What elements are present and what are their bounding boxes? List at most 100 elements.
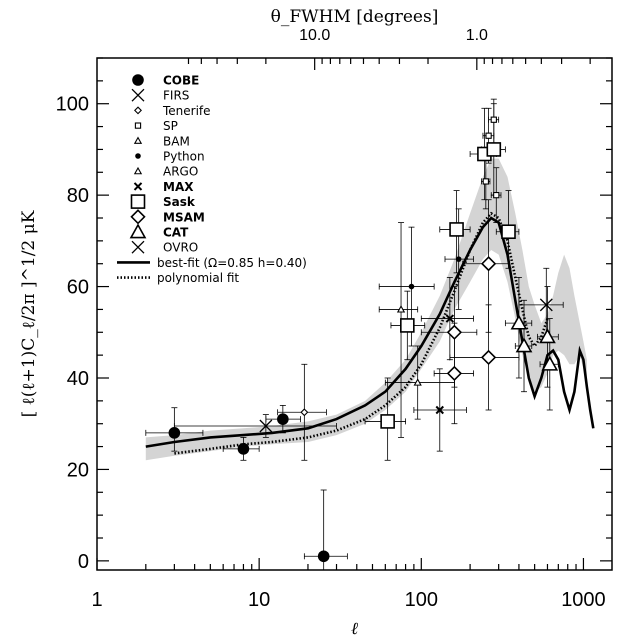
x-tick-label: 1000 [561, 589, 606, 611]
marker-shape [501, 224, 516, 240]
y-axis-title: [ ℓ(ℓ+1)C_ℓ/2π ]^1/2 μK [19, 210, 39, 417]
legend-label-ovro: OVRO [163, 241, 198, 255]
cobe-point-1 [237, 443, 250, 455]
marker-shape [455, 256, 462, 262]
marker-shape [408, 283, 415, 290]
bam-point-0 [396, 305, 406, 313]
marker-stroke [259, 419, 273, 433]
cobe-point-3 [317, 550, 330, 563]
band-area [145, 158, 587, 461]
sask-point-2 [449, 222, 464, 237]
legend-label-bam: BAM [163, 134, 190, 148]
y-tick-label: 20 [67, 459, 89, 481]
cat-point-2 [539, 328, 556, 344]
marker-shape [449, 222, 464, 237]
legend-marker-cobe [132, 74, 144, 86]
marker-shape [480, 256, 497, 272]
marker-shape [515, 337, 533, 353]
marker-shape [129, 223, 147, 239]
marker-shape [413, 378, 422, 386]
python-point-1 [455, 256, 462, 262]
legend-label-firs: FIRS [163, 89, 189, 103]
marker-shape [168, 427, 181, 439]
top-tick-label: 1.0 [466, 27, 488, 44]
legend-label-msam: MSAM [163, 210, 205, 224]
legend-label-python: Python [163, 150, 205, 164]
y-tick-label: 60 [67, 277, 89, 299]
marker-shape [480, 349, 497, 366]
sp-point-2 [482, 178, 489, 185]
sp-point-3 [493, 191, 500, 199]
marker-shape [400, 318, 415, 333]
legend-label-max: MAX [163, 180, 194, 194]
cat-point-0 [510, 314, 528, 330]
legend-marker-sask [130, 194, 146, 209]
marker-shape [541, 355, 559, 371]
plot-area [96, 57, 613, 571]
marker-shape [486, 142, 502, 157]
sask-point-0 [380, 414, 395, 429]
top-axis-title: θ_FWHM [degrees] [271, 7, 439, 27]
argo-point-0 [413, 378, 422, 386]
sp-point-1 [490, 116, 497, 123]
marker-stroke [445, 314, 455, 323]
legend-marker-msam [130, 209, 146, 225]
marker-shape [485, 132, 492, 139]
legend-marker-bam [133, 136, 143, 144]
marker-stroke [539, 298, 553, 312]
legend-marker-firs [131, 88, 145, 102]
max-point-0 [435, 405, 444, 415]
y-tick-label: 100 [56, 94, 89, 116]
marker-shape [446, 365, 463, 382]
x-axis-title: ℓ [351, 619, 358, 639]
marker-shape [493, 191, 500, 199]
marker-shape [134, 106, 142, 115]
top-tick-label: 10.0 [299, 27, 330, 44]
legend-marker-max [133, 182, 143, 191]
legend-label-cobe: COBE [163, 74, 199, 88]
marker-stroke [131, 88, 145, 102]
firs-point-0 [259, 419, 273, 433]
marker-shape [510, 314, 528, 330]
x-tick-label: 1 [91, 589, 102, 611]
data-markers [168, 116, 559, 563]
ovro-point-0 [539, 298, 553, 312]
x-tick-label: 100 [405, 589, 438, 611]
y-tick-label: 0 [78, 551, 89, 573]
legend-label-sask: Sask [163, 195, 196, 209]
legend-marker-ovro [131, 240, 145, 254]
marker-shape [135, 153, 141, 159]
legend-marker-sp [134, 122, 142, 129]
marker-shape [317, 550, 330, 563]
y-tick-label: 80 [67, 185, 89, 207]
sask-point-5 [501, 224, 516, 240]
legend-label-tenerife: Tenerife [162, 104, 211, 118]
marker-stroke [131, 240, 145, 254]
legend-marker-argo [133, 166, 143, 175]
marker-shape [380, 414, 395, 429]
marker-shape [134, 122, 142, 129]
legend-label-best-fit: best-fit (Ω=0.85 h=0.40) [157, 256, 307, 270]
marker-shape [396, 305, 406, 313]
cat-point-1 [515, 337, 533, 353]
marker-shape [237, 443, 250, 455]
legend-label-cat: CAT [163, 226, 189, 240]
msam-point-1 [446, 324, 463, 340]
marker-stroke [435, 405, 444, 415]
legend-marker-python [135, 153, 141, 159]
legend-marker-cat [129, 223, 147, 239]
x-tick-label: 10 [248, 589, 270, 611]
marker-shape [133, 166, 143, 175]
marker-shape [490, 116, 497, 123]
cobe-point-2 [277, 413, 289, 425]
python-point-0 [408, 283, 415, 290]
legend-marker-tenerife [134, 106, 142, 115]
marker-shape [539, 328, 556, 344]
marker-shape [130, 194, 146, 209]
tenerife-point-0 [300, 408, 309, 417]
marker-shape [133, 136, 143, 144]
max-point-1 [445, 314, 455, 323]
